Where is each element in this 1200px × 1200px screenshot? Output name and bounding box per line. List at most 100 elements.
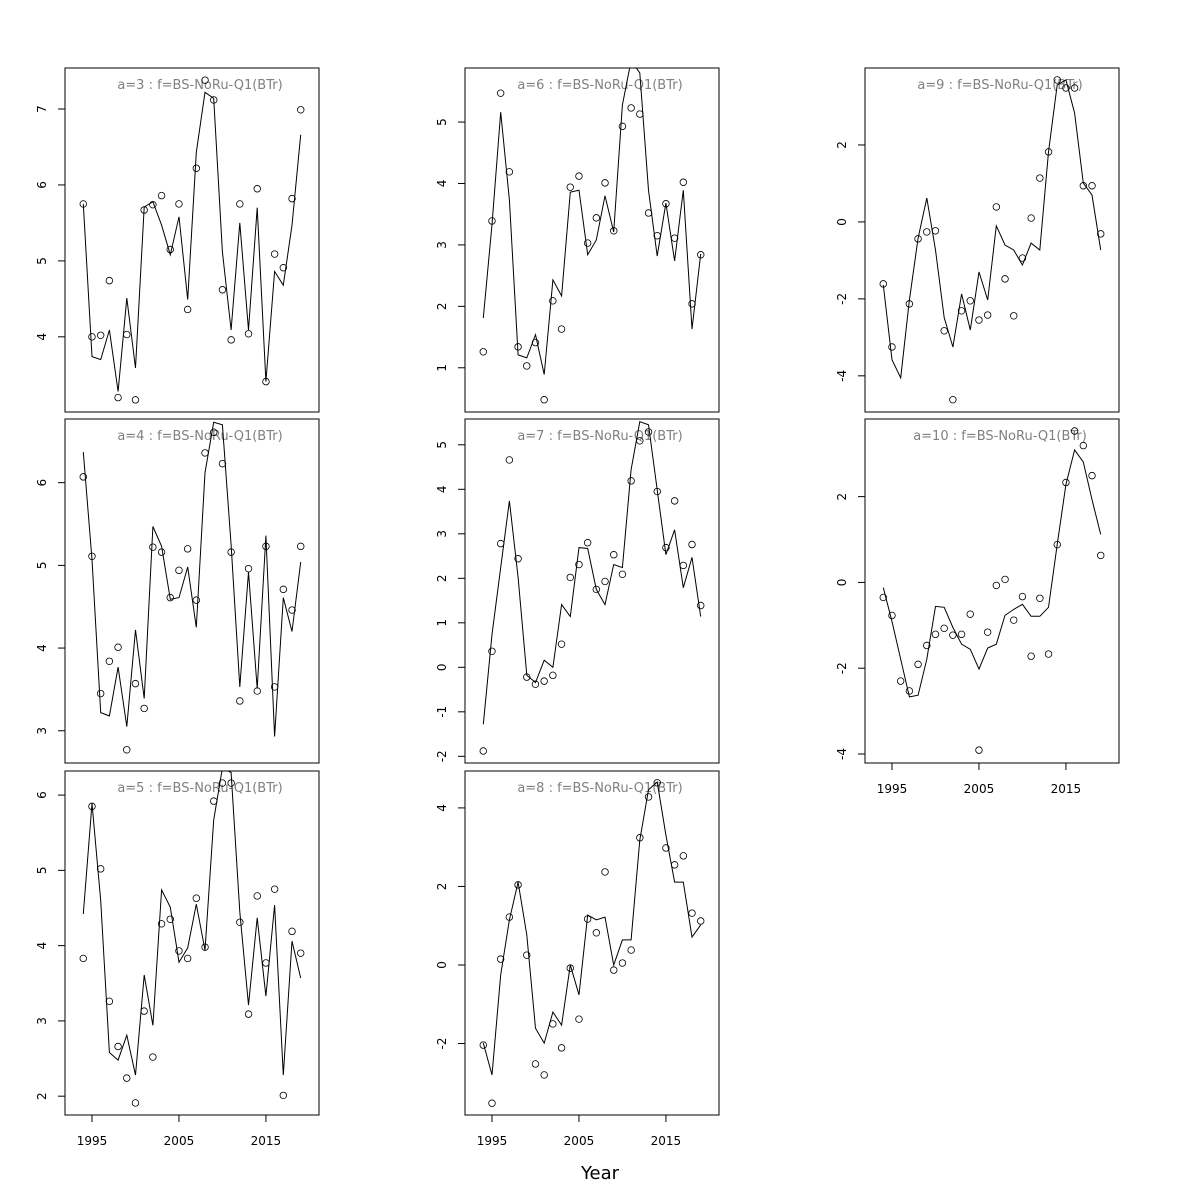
observed-point [549,1020,557,1028]
observed-point [888,611,896,620]
y-tick-label: 6 [35,181,49,189]
observed-point [992,581,1001,590]
observed-point [523,362,531,370]
observed-point [192,164,201,172]
observed-point [114,1042,122,1051]
fitted-line [882,448,1102,698]
observed-point [244,330,253,338]
y-tick-label: 3 [435,530,449,538]
y-tick-label: -2 [835,662,849,674]
observed-point [131,1099,140,1107]
observed-point [227,336,235,344]
observed-point [549,671,557,680]
observed-point [96,865,105,873]
panel-title: a=4 : f=BS-NoRu-Q1(BTr) [117,429,282,444]
observed-point [479,348,487,356]
observed-point [940,624,948,633]
y-tick-label: 6 [35,791,49,799]
observed-point [288,927,296,936]
y-tick-label: 2 [435,883,449,891]
observed-point [975,746,983,754]
x-tick-label: 2015 [251,1134,282,1148]
observed-point [140,1007,148,1015]
observed-point [183,545,192,553]
observed-point [1044,650,1053,658]
observed-point [123,746,131,754]
observed-point [697,251,705,259]
observed-point [88,552,96,560]
observed-point [931,227,940,235]
observed-point [670,497,679,505]
x-tick-label: 2015 [651,1134,682,1148]
y-tick-label: 4 [35,644,49,652]
y-tick-label: -4 [835,748,849,760]
y-tick-label: 2 [35,1092,49,1100]
observed-point [688,300,696,308]
observed-point [644,209,653,217]
observed-point [479,747,487,755]
observed-point [175,947,183,955]
observed-point [592,214,601,222]
observed-point [610,551,618,559]
observed-point [1088,182,1096,190]
observed-point [210,96,218,104]
observed-point [262,959,270,967]
observed-point [149,543,157,551]
observed-point [479,1041,487,1049]
observed-point [201,449,209,457]
observed-point [149,200,157,209]
panel-box [464,418,720,764]
y-tick-label: 3 [35,1017,49,1025]
y-tick-label: 4 [435,804,449,812]
observed-point [270,683,279,691]
observed-point [79,954,87,963]
observed-point [627,946,635,954]
y-tick-label: 5 [435,441,449,449]
observed-point [105,276,114,285]
observed-point [1018,592,1027,601]
observed-point [1001,275,1009,283]
observed-point [1018,254,1027,262]
observed-point [540,1071,548,1079]
observed-point [227,779,235,787]
observed-point [105,657,114,665]
observed-point [1062,478,1070,487]
observed-point [131,396,140,404]
panel-title: a=5 : f=BS-NoRu-Q1(BTr) [117,781,282,796]
observed-point [679,178,688,186]
observed-point [1027,214,1035,222]
y-tick-label: 7 [35,105,49,113]
observed-point [879,280,887,288]
observed-point [262,377,270,386]
panel-title: a=10 : f=BS-NoRu-Q1(BTr) [913,429,1087,444]
observed-point [618,570,627,579]
observed-point [157,548,166,556]
observed-point [123,1074,131,1082]
observed-point [636,110,644,118]
observed-point [505,168,514,176]
y-tick-label: 4 [435,180,449,188]
fitted-line [482,68,702,375]
observed-point [496,539,505,548]
observed-point [488,647,496,656]
observed-point [201,76,209,84]
observed-point [662,543,670,552]
observed-point [79,473,87,481]
fitted-line [82,91,302,392]
observed-point [583,915,592,923]
fitted-line [882,79,1102,380]
observed-point [218,459,227,468]
observed-point [488,217,496,225]
panel-title: a=8 : f=BS-NoRu-Q1(BTr) [517,781,682,796]
panel-marks [879,76,1105,404]
observed-point [949,395,957,404]
observed-point [1070,427,1079,435]
panel-box [864,418,1120,764]
observed-point [1079,182,1088,190]
observed-point [236,200,244,208]
observed-point [192,894,201,902]
observed-point [79,200,87,208]
x-tick-label: 2005 [964,782,995,796]
fitted-line [482,421,702,725]
